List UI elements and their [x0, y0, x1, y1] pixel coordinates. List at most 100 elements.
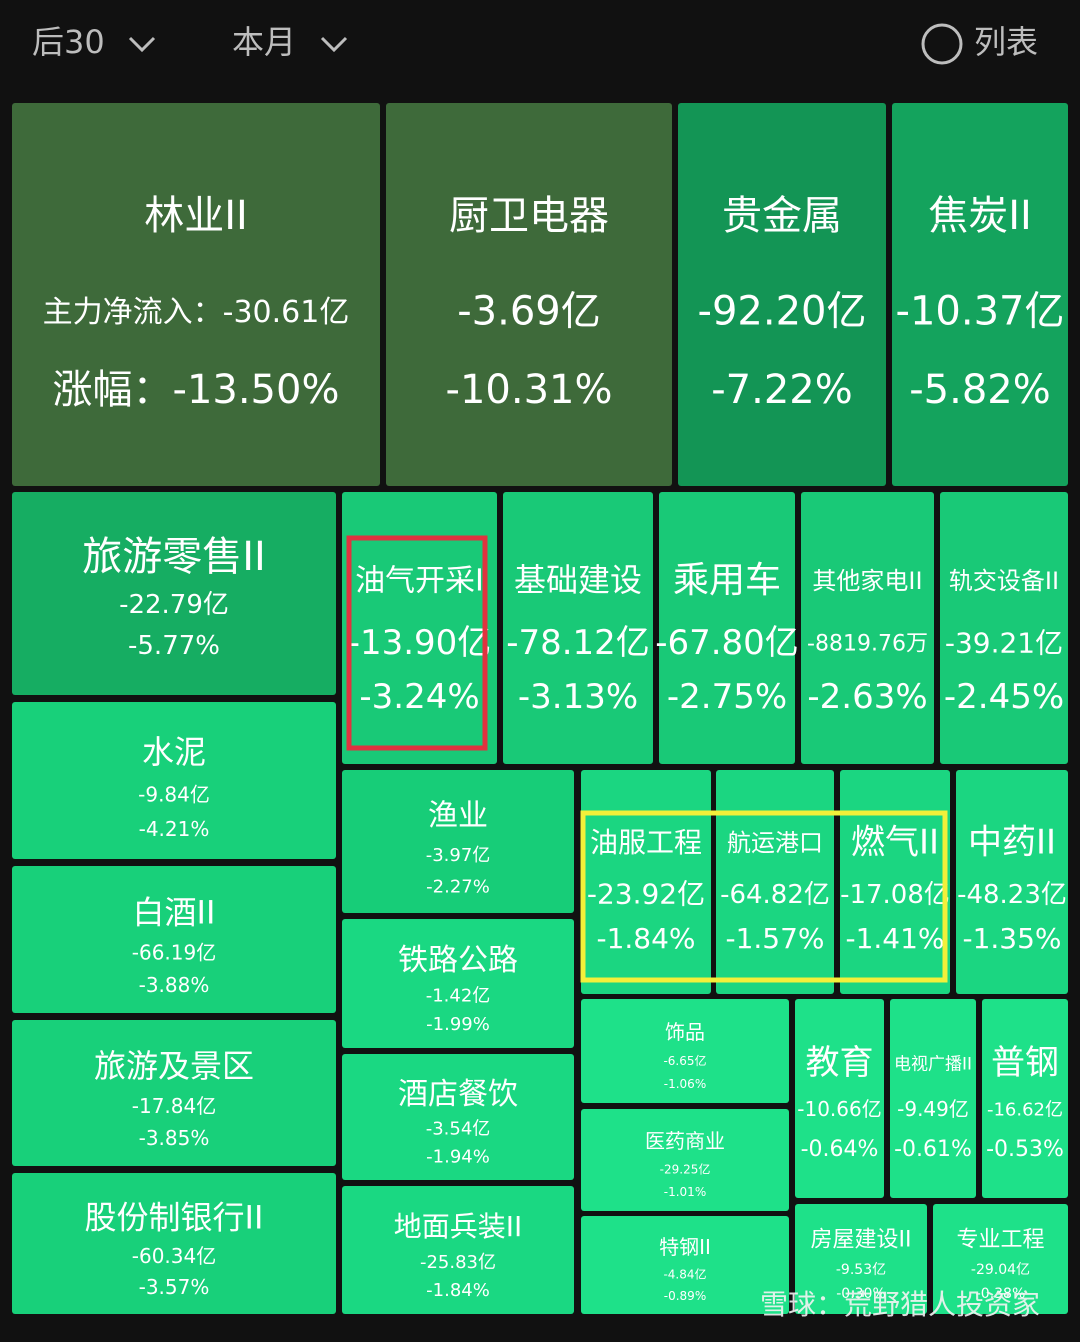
- tile-name: 轨交设备II: [949, 567, 1059, 595]
- tile[interactable]: [801, 492, 934, 764]
- tile-change: -0.38%: [976, 1286, 1026, 1302]
- tile-change: -1.84%: [596, 922, 695, 955]
- tile[interactable]: [12, 866, 336, 1013]
- highlight-red: [346, 535, 488, 751]
- tile[interactable]: [342, 492, 497, 764]
- tile-flow: -9.53亿: [836, 1262, 886, 1278]
- tile-name: 中药II: [968, 822, 1056, 862]
- tile-name: 专业工程: [956, 1227, 1044, 1252]
- tile-flow: -39.21亿: [945, 626, 1063, 659]
- tile-name: 水泥: [142, 733, 206, 771]
- tile-change: -2.45%: [944, 677, 1064, 717]
- tile-name: 油气开采I: [355, 563, 484, 598]
- tile-flow: -9.84亿: [138, 783, 210, 807]
- tile[interactable]: [503, 492, 653, 764]
- tile-name: 教育: [806, 1043, 874, 1083]
- tile-change: -5.77%: [128, 631, 220, 661]
- chevron: [320, 36, 348, 53]
- tile-name: 燃气II: [851, 822, 939, 862]
- tile[interactable]: [892, 103, 1068, 486]
- filter-dropdown[interactable]: 后30: [32, 23, 105, 61]
- tile-flow: -13.90亿: [348, 623, 492, 663]
- tile-name: 特钢II: [659, 1235, 711, 1259]
- tile[interactable]: [342, 1186, 574, 1314]
- tile-name: 铁路公路: [398, 943, 518, 978]
- tile-flow: -92.20亿: [698, 289, 867, 335]
- tile-flow: -3.69亿: [457, 289, 601, 335]
- tile-flow: -1.42亿: [426, 985, 491, 1006]
- tile-change: 涨幅：-13.50%: [53, 367, 340, 413]
- tile-name: 酒店餐饮: [398, 1077, 518, 1112]
- list-toggle[interactable]: 列表: [974, 23, 1038, 61]
- tile[interactable]: [890, 999, 976, 1198]
- tile-change: -0.64%: [801, 1137, 879, 1162]
- tile-change: -3.13%: [518, 677, 638, 717]
- tile[interactable]: [12, 103, 380, 486]
- tile[interactable]: [716, 770, 834, 994]
- tile[interactable]: [342, 919, 574, 1048]
- tile-name: 乘用车: [673, 560, 781, 601]
- tile-flow: -23.92亿: [587, 877, 705, 910]
- tile-name: 基础建设: [514, 561, 642, 599]
- watermark: 雪球：荒野猎人投资家: [760, 1288, 1040, 1321]
- tile[interactable]: [342, 1054, 574, 1180]
- tile[interactable]: [12, 492, 336, 695]
- tile-flow: -22.79亿: [119, 590, 229, 620]
- tile[interactable]: [659, 492, 795, 764]
- tile-flow: -60.34亿: [132, 1244, 216, 1268]
- tile-name: 厨卫电器: [449, 193, 609, 239]
- tile-change: -0.30%: [836, 1286, 886, 1302]
- tile-change: -1.94%: [426, 1146, 490, 1167]
- tile-change: -1.41%: [845, 922, 944, 955]
- tile-change: -10.31%: [446, 367, 613, 413]
- tile[interactable]: [12, 1020, 336, 1166]
- tile[interactable]: [840, 770, 950, 994]
- tile-flow: -10.37亿: [896, 289, 1065, 335]
- period-dropdown[interactable]: 本月: [232, 23, 296, 61]
- tile-change: -4.21%: [139, 817, 210, 841]
- tile[interactable]: [581, 999, 789, 1103]
- tile[interactable]: [795, 999, 884, 1198]
- tile-change: -5.82%: [909, 367, 1051, 413]
- tile-flow: -3.97亿: [426, 845, 491, 866]
- tile-change: -1.84%: [426, 1280, 490, 1301]
- tile[interactable]: [386, 103, 672, 486]
- tile-change: -3.85%: [139, 1126, 210, 1150]
- tile-flow: -25.83亿: [420, 1252, 496, 1273]
- tile[interactable]: [982, 999, 1068, 1198]
- tile[interactable]: [940, 492, 1068, 764]
- tile[interactable]: [581, 1216, 789, 1314]
- tile[interactable]: [12, 702, 336, 859]
- tile[interactable]: [795, 1204, 927, 1314]
- tile-flow: -48.23亿: [957, 880, 1067, 910]
- tile-name: 饰品: [665, 1020, 705, 1044]
- tile[interactable]: [342, 770, 574, 913]
- radio-button[interactable]: [921, 23, 963, 65]
- tile[interactable]: [678, 103, 886, 486]
- tile-flow: -64.82亿: [720, 880, 830, 910]
- tile-name: 航运港口: [727, 829, 823, 857]
- tile-change: -3.88%: [139, 973, 210, 997]
- highlight-yellow: [580, 810, 948, 983]
- tile[interactable]: [12, 1173, 336, 1314]
- tile-flow: -29.25亿: [660, 1162, 711, 1177]
- tile-flow: -29.04亿: [971, 1262, 1030, 1278]
- tile-flow: -17.84亿: [132, 1094, 216, 1118]
- tile[interactable]: [933, 1204, 1068, 1314]
- tile[interactable]: [581, 770, 711, 994]
- tile-name: 其他家电II: [812, 567, 922, 595]
- tile-name: 渔业: [428, 799, 488, 834]
- tile-change: -1.99%: [426, 1014, 490, 1035]
- tile-name: 白酒II: [133, 894, 216, 932]
- tile-name: 地面兵装II: [394, 1210, 523, 1243]
- tile-change: -2.27%: [426, 876, 490, 897]
- tile[interactable]: [581, 1109, 789, 1211]
- tile-flow: -78.12亿: [506, 623, 650, 663]
- tile-name: 房屋建设II: [811, 1227, 912, 1252]
- tile-change: -1.57%: [725, 922, 824, 955]
- tile[interactable]: [956, 770, 1068, 994]
- tile-name: 旅游及景区: [94, 1047, 254, 1085]
- tile-flow: -4.84亿: [663, 1266, 706, 1281]
